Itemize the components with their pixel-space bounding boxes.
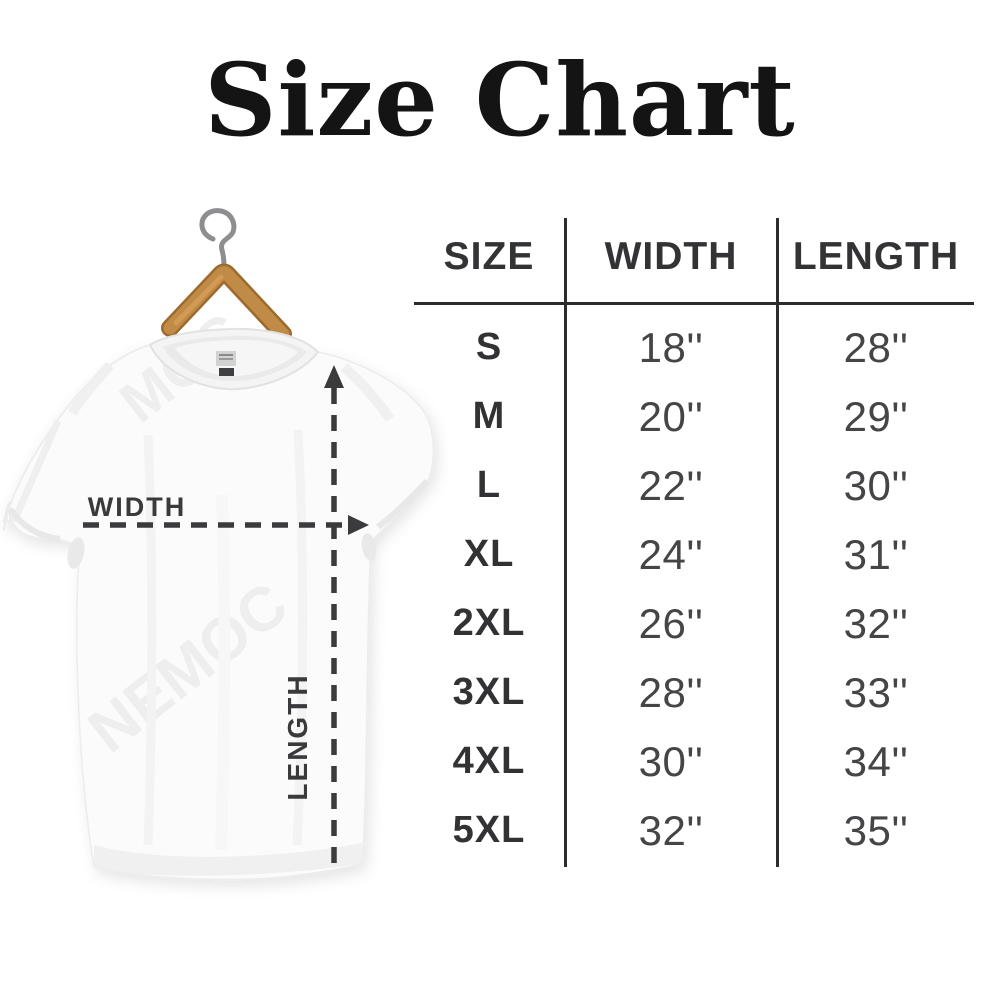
tshirt-photo: MOC NEMOC <box>2 208 435 881</box>
width-cell: 20'' <box>638 392 704 440</box>
fabric-shading <box>7 361 430 876</box>
arrowhead-up-icon <box>324 365 344 388</box>
table-row: 4XL 30'' 34'' <box>413 727 975 796</box>
size-cell: 4XL <box>452 740 526 782</box>
size-cell: 2XL <box>452 602 526 644</box>
length-cell: 34'' <box>843 737 909 785</box>
width-cell: 24'' <box>638 530 704 578</box>
table-row: XL 24'' 31'' <box>413 520 975 589</box>
column-divider <box>564 218 567 867</box>
length-column-header: LENGTH <box>792 235 960 278</box>
size-cell: L <box>476 464 502 506</box>
size-column-header: SIZE <box>443 235 535 278</box>
width-cell: 22'' <box>638 461 704 509</box>
size-cell: 5XL <box>452 809 526 851</box>
table-row: 3XL 28'' 33'' <box>413 658 975 727</box>
width-cell: 30'' <box>638 737 704 785</box>
length-cell: 32'' <box>843 599 909 647</box>
length-arrow <box>324 365 344 863</box>
column-divider <box>776 218 779 867</box>
width-cell: 32'' <box>638 806 704 854</box>
table-body: S 18'' 28'' M 20'' 29'' L 22'' 30'' XL 2… <box>413 313 975 865</box>
table-row: M 20'' 29'' <box>413 382 975 451</box>
collar-label <box>216 351 236 376</box>
width-column-header: WIDTH <box>604 235 738 278</box>
table-row: 5XL 32'' 35'' <box>413 796 975 865</box>
table-row: L 22'' 30'' <box>413 451 975 520</box>
length-cell: 30'' <box>843 461 909 509</box>
length-cell: 29'' <box>843 392 909 440</box>
size-cell: M <box>472 395 506 437</box>
length-label: LENGTH <box>282 673 313 800</box>
width-cell: 18'' <box>638 323 704 371</box>
size-cell: XL <box>463 533 515 575</box>
length-cell: 31'' <box>843 530 909 578</box>
width-cell: 26'' <box>638 599 704 647</box>
table-row: S 18'' 28'' <box>413 313 975 382</box>
table-header-row: SIZE WIDTH LENGTH <box>413 214 975 300</box>
page-title: Size Chart <box>204 41 796 159</box>
width-cell: 28'' <box>638 668 704 716</box>
length-cell: 33'' <box>843 668 909 716</box>
length-cell: 28'' <box>843 323 909 371</box>
wooden-hanger <box>161 263 292 343</box>
table-row: 2XL 26'' 32'' <box>413 589 975 658</box>
size-cell: 3XL <box>452 671 526 713</box>
header-divider <box>414 302 974 305</box>
hanger-hook-icon <box>199 208 237 276</box>
arrowhead-right-icon <box>348 515 369 535</box>
size-cell: S <box>475 326 503 368</box>
width-label: WIDTH <box>88 492 186 522</box>
length-cell: 35'' <box>843 806 909 854</box>
size-table: SIZE WIDTH LENGTH S 18'' 28'' M 20'' 29'… <box>413 214 975 872</box>
width-arrow <box>83 515 369 535</box>
